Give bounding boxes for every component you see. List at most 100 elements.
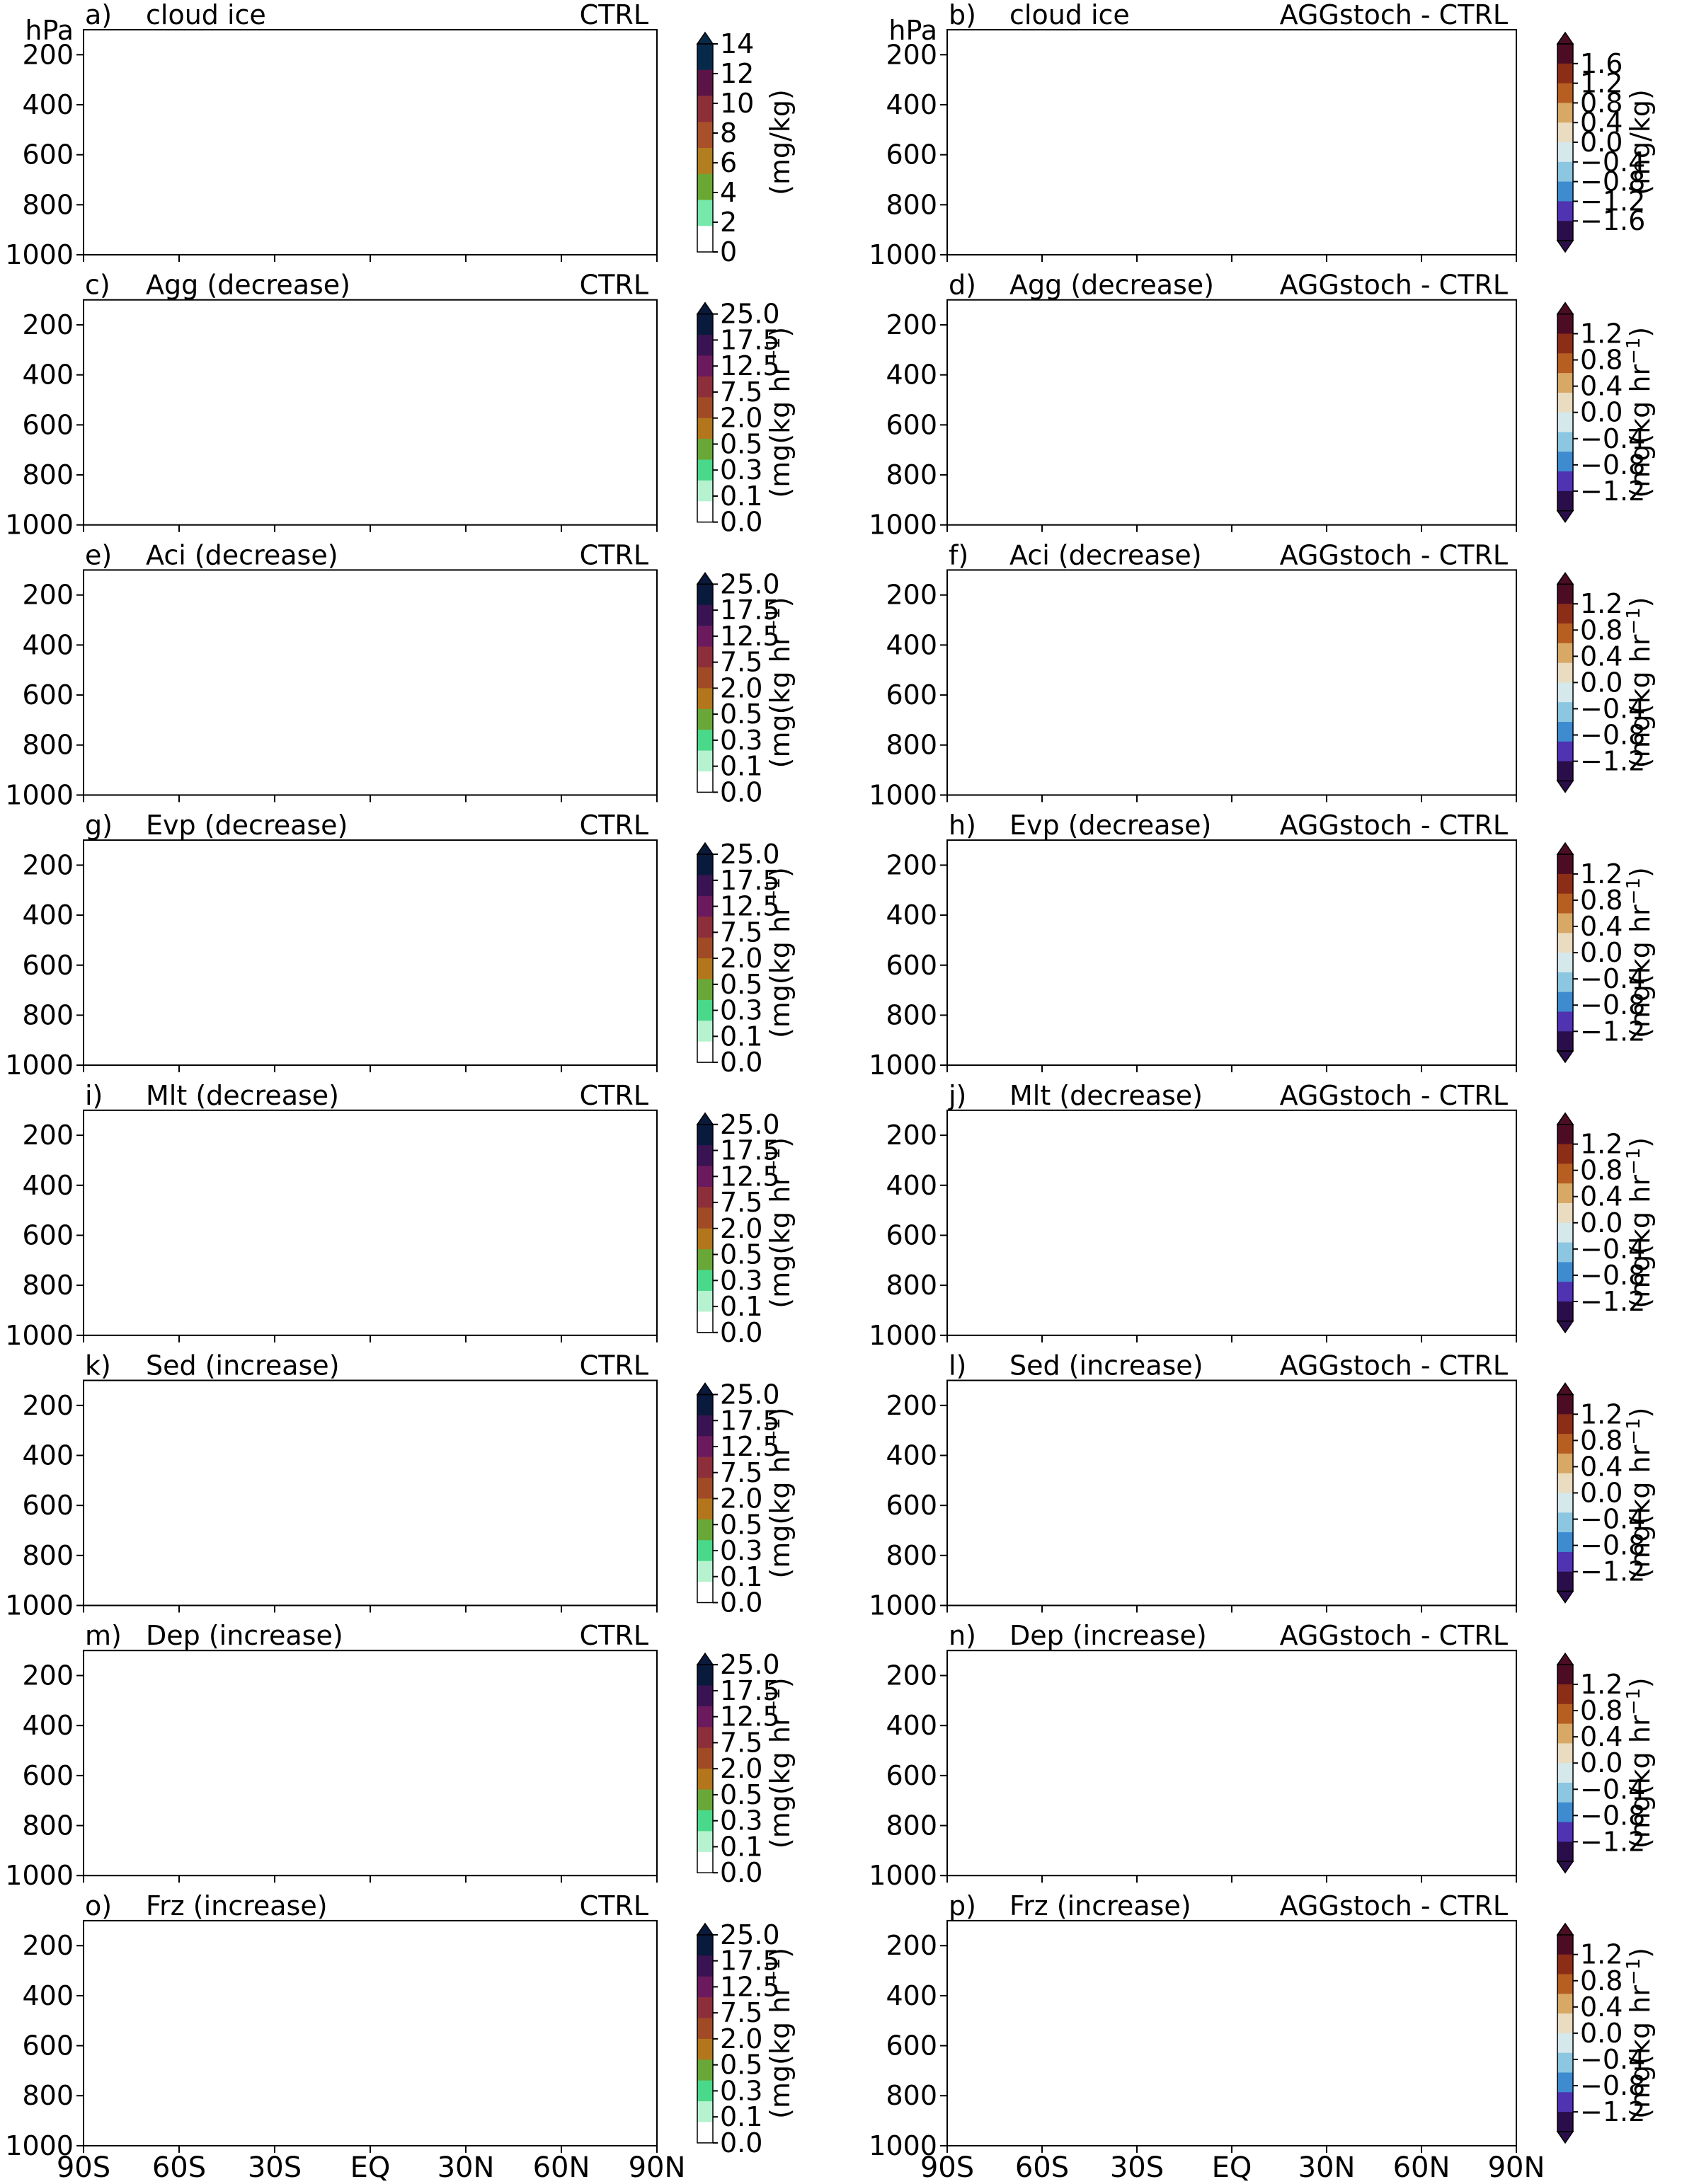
y-tick-label: 1000 — [869, 510, 937, 541]
colorbar-tick-label: 0.4 — [1580, 911, 1623, 942]
panel-run: CTRL — [580, 1080, 648, 1111]
colorbar-tick-label: 17.5 — [720, 324, 780, 355]
colorbar-segment — [1557, 992, 1573, 1012]
y-tick-label: 400 — [22, 360, 74, 391]
colorbar-segment — [1557, 1011, 1573, 1032]
colorbar-segment — [1557, 933, 1573, 953]
colorbar-segment — [697, 226, 713, 253]
colorbar-segment — [697, 1498, 713, 1520]
colorbar-label: (mg(kg hr−1) — [763, 1948, 796, 2119]
panel-letter: b) — [949, 0, 976, 30]
panel-run: CTRL — [580, 1620, 648, 1651]
y-tick-label: 600 — [886, 2030, 937, 2062]
colorbar-extend-bottom — [1556, 2131, 1574, 2144]
y-tick-label: 400 — [22, 1710, 74, 1741]
colorbar-tick-label: 0.0 — [1580, 1207, 1623, 1238]
colorbar-extend-bottom — [1556, 240, 1574, 253]
colorbar-label: (mg(kg hr−1) — [763, 1408, 796, 1579]
y-tick-label: 800 — [886, 189, 937, 220]
colorbar-segment — [697, 1478, 713, 1499]
colorbar-label: (mg(kg hr−1) — [1623, 1408, 1656, 1579]
panel-run: AGGstoch - CTRL — [1280, 810, 1508, 841]
colorbar-tick-label: 4 — [720, 177, 737, 208]
colorbar-segment — [1557, 452, 1573, 472]
panel-run: AGGstoch - CTRL — [1280, 1890, 1508, 1921]
colorbar-tick-label: 25.0 — [720, 1919, 780, 1950]
colorbar-tick-label: −0.4 — [1580, 1504, 1645, 1535]
colorbar-tick-label: 25.0 — [720, 299, 780, 330]
colorbar-tick-label: 0.5 — [720, 1239, 762, 1270]
colorbar-tick-label: 2.0 — [720, 403, 762, 434]
colorbar-label: (mg(kg hr−1) — [1623, 1137, 1656, 1309]
y-tick-label: 200 — [22, 1390, 74, 1421]
y-tick-label: 200 — [22, 1930, 74, 1961]
colorbar-label: (mg(kg hr−1) — [763, 597, 796, 768]
colorbar-extend-bottom — [1556, 780, 1574, 793]
colorbar-tick-label: 1.2 — [1580, 318, 1623, 350]
colorbar-extend-top — [1556, 1922, 1574, 1936]
x-tick-label: 90S — [57, 2151, 110, 2184]
y-tick-label: 1000 — [869, 779, 937, 810]
colorbar-segment — [697, 173, 713, 200]
colorbar-segment — [697, 750, 713, 772]
colorbar-segment — [697, 1769, 713, 1791]
colorbar-segment — [1557, 662, 1573, 683]
colorbar-segment — [1557, 142, 1573, 163]
colorbar-tick-label: 17.5 — [720, 1946, 780, 1977]
colorbar-tick-label: 1.2 — [1580, 1669, 1623, 1700]
colorbar-tick-label: 0.3 — [720, 1535, 762, 1566]
y-tick-label: 1000 — [869, 1320, 937, 1351]
colorbar-tick-label: 0.4 — [1580, 1181, 1623, 1212]
y-tick-label: 200 — [22, 309, 74, 340]
colorbar-tick-label: 0.3 — [720, 1265, 762, 1296]
colorbar-segment — [697, 916, 713, 938]
colorbar: 25.017.512.57.52.00.50.30.10.0(mg(kg hr−… — [696, 1379, 796, 1619]
colorbar-segment — [697, 2080, 713, 2102]
colorbar-segment — [1557, 373, 1573, 393]
colorbar-segment — [697, 958, 713, 979]
colorbar-segment — [1557, 643, 1573, 664]
colorbar-extend-top — [1556, 301, 1574, 315]
panel-title: cloud ice — [1009, 0, 1130, 30]
y-tick-label: 400 — [886, 1440, 937, 1471]
colorbar-segment — [1557, 1301, 1573, 1322]
colorbar-segment — [697, 854, 713, 875]
plot-area — [947, 570, 1516, 795]
colorbar-segment — [697, 937, 713, 959]
y-tick-label: 800 — [22, 2080, 74, 2111]
colorbar-extend-top — [696, 1112, 714, 1125]
colorbar-tick-label: −1.2 — [1580, 2096, 1645, 2127]
y-tick-label: 200 — [22, 1660, 74, 1691]
y-tick-label: 800 — [22, 1810, 74, 1841]
y-tick-label: 600 — [886, 409, 937, 440]
colorbar-segment — [1557, 1183, 1573, 1204]
y-tick-label: 800 — [886, 999, 937, 1030]
colorbar-segment — [697, 1540, 713, 1562]
colorbar-segment — [697, 979, 713, 1001]
colorbar-segment — [1557, 2052, 1573, 2073]
colorbar-segment — [1557, 1394, 1573, 1415]
x-tick-label: 30S — [248, 2151, 302, 2184]
colorbar-segment — [1557, 1124, 1573, 1145]
colorbar-tick-label: −0.4 — [1580, 146, 1645, 178]
colorbar-segment — [1557, 44, 1573, 64]
colorbar-segment — [697, 2122, 713, 2144]
panel-c: c) Agg (decrease) CTRL 200 400 600 800 1000 25.0… — [5, 270, 796, 541]
colorbar-segment — [697, 148, 713, 175]
panel-letter: l) — [949, 1350, 966, 1381]
y-tick-label: 600 — [22, 2030, 74, 2062]
colorbar-segment — [1557, 1703, 1573, 1725]
y-tick-label: 800 — [886, 1810, 937, 1841]
colorbar-segment — [697, 355, 713, 377]
colorbar-extend-top — [1556, 572, 1574, 585]
colorbar-tick-label: 14 — [720, 28, 754, 59]
panel-letter: o) — [85, 1890, 112, 1921]
colorbar: 1.20.80.40.0−0.4−0.8−1.2(mg(kg hr−1) — [1556, 572, 1656, 793]
panel-title: Frz (increase) — [146, 1890, 328, 1921]
colorbar-segment — [697, 69, 713, 96]
colorbar: 25.017.512.57.52.00.50.30.10.0(mg(kg hr−… — [696, 839, 796, 1078]
y-tick-label: 400 — [886, 629, 937, 660]
panel-title: Agg (decrease) — [146, 270, 350, 301]
panel-letter: g) — [85, 810, 113, 841]
y-tick-label: 800 — [886, 2080, 937, 2111]
